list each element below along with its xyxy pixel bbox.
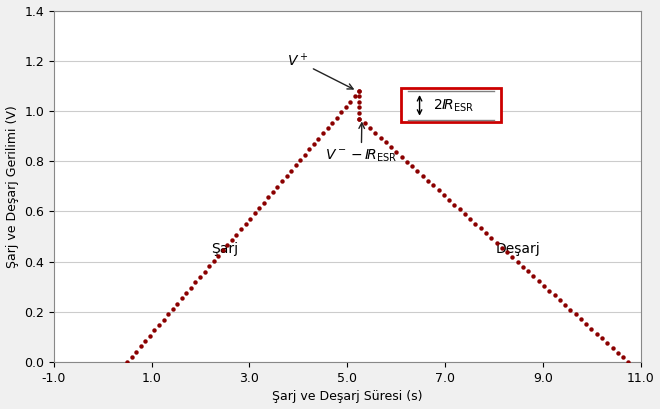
- Text: $V^- - I\!R_{\mathrm{ESR}}$: $V^- - I\!R_{\mathrm{ESR}}$: [325, 123, 397, 164]
- X-axis label: Şarj ve Deşarj Süresi (s): Şarj ve Deşarj Süresi (s): [272, 391, 422, 403]
- Y-axis label: Şarj ve Deşarj Gerilimi (V): Şarj ve Deşarj Gerilimi (V): [5, 105, 18, 268]
- Text: $V^+$: $V^+$: [286, 52, 353, 89]
- Text: $2I\!R_{\mathrm{ESR}}$: $2I\!R_{\mathrm{ESR}}$: [433, 97, 474, 114]
- Bar: [401, 88, 501, 122]
- Text: Deşarj: Deşarj: [496, 242, 541, 256]
- Text: Şarj: Şarj: [211, 242, 238, 256]
